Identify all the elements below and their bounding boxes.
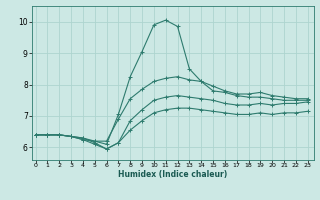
X-axis label: Humidex (Indice chaleur): Humidex (Indice chaleur) xyxy=(118,170,228,179)
